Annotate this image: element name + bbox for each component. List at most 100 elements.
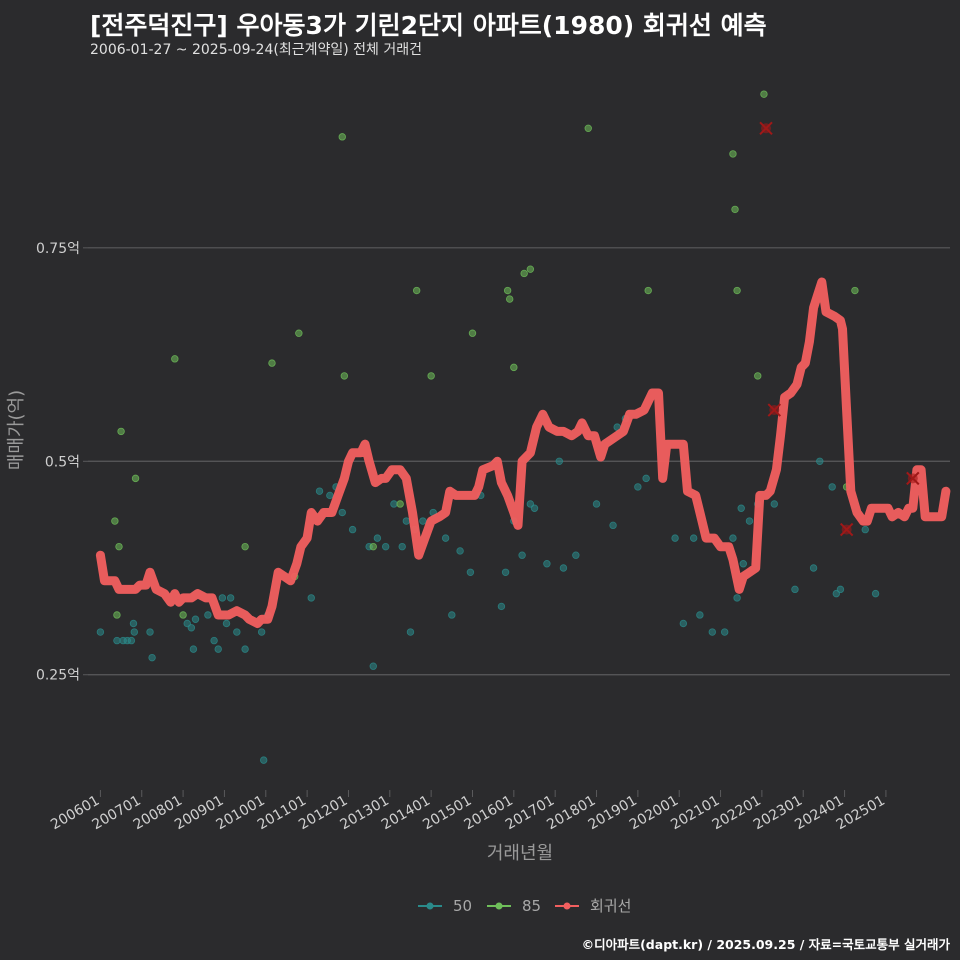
series-50-point-1 [113, 636, 121, 645]
regression-line-group [95, 277, 951, 628]
series-85-point-5 [171, 355, 179, 363]
series-50-point-56 [592, 500, 601, 508]
series-50-point-41 [441, 534, 450, 542]
regression-line [95, 277, 951, 628]
series-85-point-12 [340, 372, 349, 380]
series-50-point-6 [130, 628, 139, 636]
chart-subtitle: 2006-01-27 ~ 2025-09-24(최근계약일) 전체 거래건 [90, 42, 422, 58]
x-markers [759, 121, 920, 537]
series-50-point-29 [348, 525, 357, 534]
series-85-point-18 [503, 286, 512, 295]
series-50-point-54 [559, 564, 568, 572]
series-50-point-32 [373, 534, 382, 542]
series-50-point-7 [146, 628, 154, 636]
series-85-point-25 [729, 150, 737, 158]
series-50-point-8 [148, 653, 156, 662]
series-50-point-20 [241, 645, 249, 653]
series-85-point-11 [338, 133, 346, 141]
series-85-point-30 [851, 286, 859, 295]
series-50-point-31 [369, 662, 377, 670]
series-85-point-4 [131, 474, 140, 483]
series-50-point-0 [96, 628, 105, 636]
series-50-point-11 [189, 645, 198, 653]
series-85-point-14 [396, 500, 404, 508]
series-85-point-13 [369, 542, 377, 551]
series-85-point-26 [731, 205, 739, 214]
series-50-point-19 [233, 628, 241, 636]
series-50-point-69 [733, 594, 741, 602]
series-50-point-67 [720, 628, 729, 636]
series-50-point-37 [406, 628, 415, 636]
series-50-point-43 [456, 547, 464, 555]
series-50-point-12 [191, 615, 200, 623]
series-50-point-39 [419, 517, 427, 525]
series-85-point-19 [505, 295, 514, 303]
series-50-point-16 [218, 594, 227, 602]
series-50-point-33 [381, 542, 390, 551]
series-50-point-60 [634, 483, 642, 491]
series-85-point-10 [295, 329, 303, 337]
series-50-point-63 [679, 619, 688, 628]
series-50-point-14 [210, 636, 218, 645]
series-85-point-8 [268, 359, 276, 367]
series-85-points [111, 90, 859, 619]
series-50-point-42 [448, 611, 456, 619]
series-85-point-17 [468, 329, 477, 337]
series-50-point-46 [497, 602, 506, 611]
series-50-point-17 [222, 619, 231, 628]
y-tick-label: 0.75억 [36, 241, 80, 257]
x-axis-ticks: 2006012007012008012009012010012011012012… [48, 790, 888, 833]
series-85-point-23 [584, 124, 592, 133]
x-marker-2 [839, 522, 854, 537]
series-50-point-49 [518, 551, 526, 559]
series-85-point-16 [427, 372, 435, 380]
series-50-point-78 [828, 483, 836, 491]
series-50-point-61 [642, 474, 650, 483]
y-axis-title: 매매가(억) [6, 390, 27, 470]
y-tick-label: 0.5억 [45, 454, 80, 470]
series-50-point-5 [129, 619, 138, 628]
series-85-point-2 [115, 542, 123, 551]
series-50-point-68 [729, 534, 737, 542]
legend-dot-2 [563, 902, 571, 910]
legend-label-1: 85 [522, 897, 541, 915]
series-85-point-22 [526, 265, 535, 273]
chart-title: [전주덕진구] 우아동3가 기린2단지 아파트(1980) 회귀선 예측 [90, 11, 767, 40]
series-50-point-36 [402, 517, 411, 525]
series-50-point-66 [708, 628, 716, 636]
y-axis-ticks: 0.25억 0.5억 0.75억 [36, 241, 88, 684]
y-tick-label: 0.25억 [36, 668, 80, 684]
series-85-point-21 [520, 269, 528, 278]
series-50-point-53 [555, 457, 564, 465]
series-50-point-23 [260, 756, 268, 764]
series-50-point-76 [809, 564, 818, 572]
series-50-point-62 [671, 534, 679, 542]
series-50-point-80 [836, 585, 845, 594]
series-85-point-0 [111, 517, 119, 525]
series-50-point-57 [609, 521, 617, 530]
series-50-point-51 [530, 504, 539, 512]
series-50-point-15 [214, 645, 222, 653]
series-85-point-24 [644, 286, 652, 295]
x-marker-3 [906, 471, 920, 486]
series-85-point-20 [510, 363, 518, 372]
series-50-point-72 [745, 517, 754, 525]
x-axis-title: 거래년월 [487, 843, 553, 864]
series-50-point-74 [770, 500, 778, 508]
series-50-point-44 [466, 568, 475, 576]
x-marker-0 [759, 121, 773, 136]
source-caption: ©디아파트(dapt.kr) / 2025.09.25 / 자료=국토교통부 실… [581, 937, 950, 952]
series-85-point-1 [113, 611, 121, 619]
series-50-point-65 [696, 611, 704, 619]
series-50-point-13 [204, 611, 212, 619]
series-85-point-27 [733, 286, 741, 295]
legend: 50 85 회귀선 [418, 897, 631, 915]
series-85-point-3 [117, 427, 125, 436]
series-50-point-26 [326, 491, 334, 500]
series-50-point-21 [257, 628, 266, 636]
series-50-point-82 [871, 589, 880, 598]
series-50-point-70 [737, 504, 745, 512]
series-50-point-77 [816, 457, 824, 465]
series-50-point-47 [501, 568, 510, 576]
